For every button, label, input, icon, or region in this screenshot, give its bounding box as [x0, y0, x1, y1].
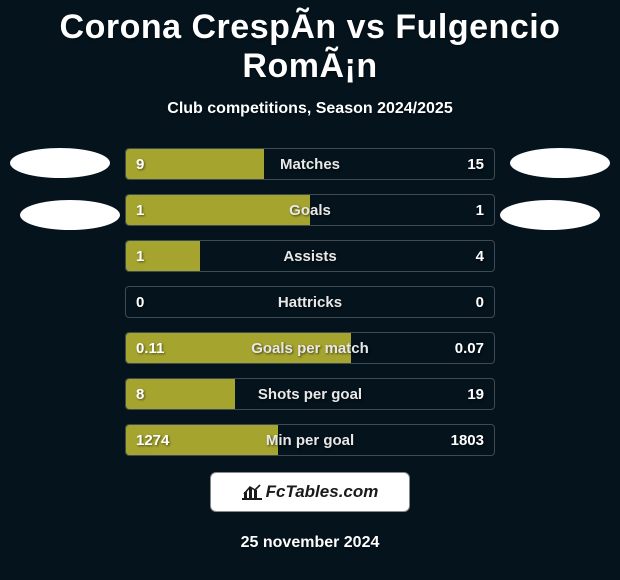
stat-row: 915Matches [125, 148, 495, 180]
stat-row: 12741803Min per goal [125, 424, 495, 456]
stat-label: Hattricks [126, 287, 494, 318]
subtitle: Club competitions, Season 2024/2025 [0, 86, 620, 118]
stat-label: Shots per goal [126, 379, 494, 410]
player-left-avatar-1 [10, 148, 110, 178]
stat-label: Matches [126, 149, 494, 180]
chart-icon [242, 484, 262, 500]
stat-label: Goals [126, 195, 494, 226]
logo-box: FcTables.com [210, 472, 410, 512]
page-title: Corona CrespÃ­n vs Fulgencio RomÃ¡n [0, 0, 620, 86]
fctables-logo: FcTables.com [242, 482, 379, 502]
stat-row: 819Shots per goal [125, 378, 495, 410]
stat-row: 0.110.07Goals per match [125, 332, 495, 364]
date-line: 25 november 2024 [0, 512, 620, 552]
player-left-avatar-2 [20, 200, 120, 230]
player-right-avatar-1 [510, 148, 610, 178]
stat-rows-container: 915Matches 11Goals 14Assists 00Hattricks 0.1… [125, 148, 495, 456]
stat-label: Assists [126, 241, 494, 272]
stat-label: Goals per match [126, 333, 494, 364]
stat-row: 11Goals [125, 194, 495, 226]
stat-label: Min per goal [126, 425, 494, 456]
player-right-avatar-2 [500, 200, 600, 230]
logo-text: FcTables.com [266, 482, 379, 502]
comparison-chart: 915Matches 11Goals 14Assists 00Hattricks 0.1… [0, 148, 620, 456]
stat-row: 14Assists [125, 240, 495, 272]
stat-row: 00Hattricks [125, 286, 495, 318]
